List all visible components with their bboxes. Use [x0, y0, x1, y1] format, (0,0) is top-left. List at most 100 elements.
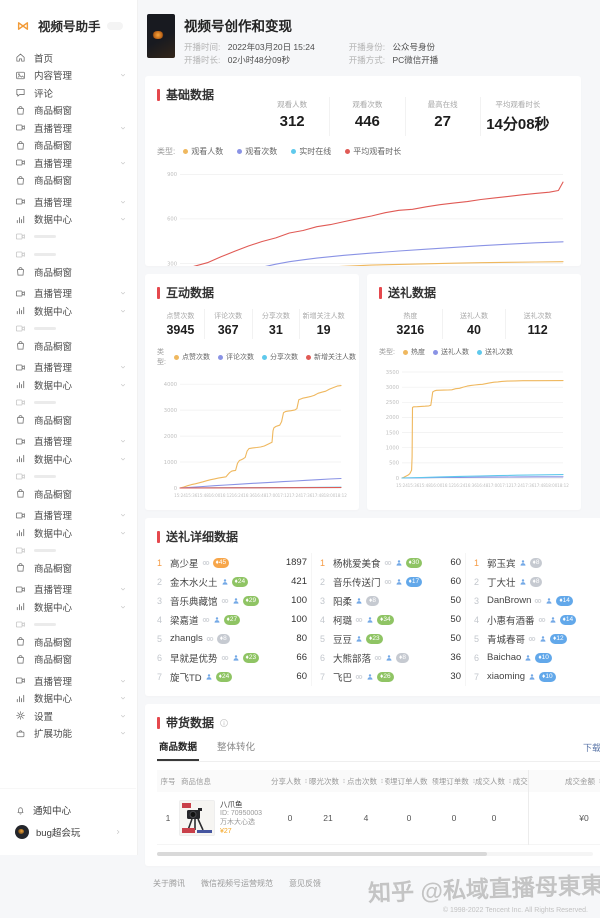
- legend-label: 点赞次数: [181, 354, 210, 361]
- table-header-cell[interactable]: 商品信息: [179, 776, 271, 787]
- sales-tab[interactable]: 整体转化: [217, 742, 256, 753]
- legend-item[interactable]: 热度: [402, 347, 425, 357]
- page-footer: 关于腾讯 微信视频号运营规范 意见反馈 © 1998-2022 Tencent In…: [153, 872, 600, 918]
- sidebar-item[interactable]: [0, 468, 137, 486]
- gifter-name: Baichao: [487, 652, 522, 663]
- channels-icon: [528, 635, 536, 643]
- sidebar-item[interactable]: 直播管理: [0, 672, 137, 690]
- scrollbar-thumb[interactable]: [157, 852, 487, 856]
- table-header-cell[interactable]: 点击次数: [347, 776, 385, 787]
- sidebar-item[interactable]: 直播管理: [0, 433, 137, 451]
- sidebar-item[interactable]: 内容管理: [0, 67, 137, 85]
- sidebar-item[interactable]: 商品橱窗: [0, 411, 137, 429]
- sidebar-item[interactable]: 直播管理: [0, 119, 137, 137]
- table-header-cell[interactable]: 成交人数: [475, 776, 513, 787]
- sidebar-item[interactable]: [0, 542, 137, 560]
- sidebar-item[interactable]: 数据中心: [0, 211, 137, 229]
- download-data-link[interactable]: 下载数据: [582, 742, 600, 753]
- sales-tabs-row: 商品数据 整体转化 下载数据: [157, 739, 600, 762]
- sidebar-item[interactable]: [0, 394, 137, 412]
- nav-icon: [15, 214, 26, 225]
- gifter-name: 青城春哥: [487, 634, 526, 646]
- table-header-cell[interactable]: 分享人数: [271, 776, 309, 787]
- app-logo[interactable]: 视频号助手: [0, 0, 137, 45]
- sidebar-item[interactable]: 直播管理: [0, 581, 137, 599]
- legend-item[interactable]: 送礼次数: [476, 347, 513, 357]
- notification-center[interactable]: 通知中心: [15, 799, 122, 821]
- table-row[interactable]: 1 八爪鱼: [157, 792, 600, 845]
- section-title-text: 互动数据: [166, 286, 215, 300]
- sidebar-item[interactable]: 数据中心: [0, 524, 137, 542]
- sidebar-item[interactable]: 数据中心: [0, 302, 137, 320]
- table-header-cell[interactable]: 预埋订单数: [433, 776, 475, 787]
- rank-number: 5: [157, 633, 163, 644]
- meta-label: 开播时间:: [184, 41, 221, 52]
- svg-text:15:24: 15:24: [396, 483, 408, 488]
- legend-item[interactable]: 送礼人数: [432, 347, 469, 357]
- legend-item[interactable]: 观看次数: [237, 146, 277, 157]
- info-icon[interactable]: [219, 718, 229, 728]
- legend-label: 送礼次数: [484, 349, 513, 356]
- nav-icon: [15, 340, 26, 351]
- title-bar: [379, 286, 382, 299]
- sidebar-item-label: [34, 400, 56, 404]
- sidebar-item[interactable]: 商品橱窗: [0, 337, 137, 355]
- person-icon: [519, 559, 527, 567]
- legend-item[interactable]: 平均观看时长: [345, 146, 401, 157]
- table-header-cell[interactable]: 曝光次数: [309, 776, 347, 787]
- sidebar-item[interactable]: 商品橱窗: [0, 633, 137, 651]
- legend-item[interactable]: 点赞次数: [173, 352, 210, 362]
- sidebar-item[interactable]: 数据中心: [0, 690, 137, 708]
- sidebar-item[interactable]: [0, 246, 137, 264]
- sidebar-item[interactable]: 扩展功能: [0, 725, 137, 743]
- nav-icon: [15, 675, 26, 686]
- legend-item[interactable]: 分享次数: [261, 352, 298, 362]
- stat-value: 31: [268, 323, 283, 337]
- legend-item[interactable]: 新增关注人数: [305, 352, 356, 362]
- sidebar-item-label: 数据中心: [34, 215, 73, 227]
- legend-item[interactable]: 评论次数: [217, 352, 254, 362]
- svg-text:2000: 2000: [386, 415, 399, 421]
- footer-link[interactable]: 意见反馈: [289, 879, 321, 888]
- sidebar-nav: 首页 内容管理 评论 商品橱窗 直播管理 商品橱窗: [0, 45, 137, 742]
- sidebar-item[interactable]: 商品橱窗: [0, 172, 137, 190]
- sidebar-item[interactable]: 商品橱窗: [0, 102, 137, 120]
- sidebar-item[interactable]: 直播管理: [0, 193, 137, 211]
- footer-link[interactable]: 微信视频号运营规范: [201, 879, 273, 888]
- sidebar-item[interactable]: [0, 320, 137, 338]
- legend-item[interactable]: 观看人数: [183, 146, 223, 157]
- section-title-text: 送礼数据: [388, 286, 437, 300]
- svg-text:17:48: 17:48: [534, 483, 546, 488]
- sidebar-item[interactable]: 评论: [0, 84, 137, 102]
- sales-tab[interactable]: 商品数据: [157, 739, 200, 761]
- sidebar-item[interactable]: [0, 228, 137, 246]
- gifter-name: 小惠有酒番: [487, 615, 535, 627]
- sidebar-item[interactable]: 首页: [0, 49, 137, 67]
- sidebar-item[interactable]: 数据中心: [0, 450, 137, 468]
- chevron-down-icon: [119, 289, 127, 297]
- pinned-header[interactable]: 成交金额: [529, 770, 600, 792]
- sidebar-item[interactable]: 直播管理: [0, 507, 137, 525]
- account-row[interactable]: bug超会玩: [15, 821, 122, 843]
- sidebar-item[interactable]: [0, 616, 137, 634]
- sidebar-item[interactable]: 直播管理: [0, 154, 137, 172]
- sidebar-item[interactable]: 设置: [0, 707, 137, 725]
- sidebar-item[interactable]: 商品橱窗: [0, 651, 137, 669]
- sidebar-item[interactable]: 商品橱窗: [0, 137, 137, 155]
- sidebar-item[interactable]: 商品橱窗: [0, 559, 137, 577]
- sidebar-item[interactable]: 数据中心: [0, 376, 137, 394]
- footer-link[interactable]: 关于腾讯: [153, 879, 185, 888]
- gifter-name: 高少星: [170, 558, 199, 570]
- sidebar-item[interactable]: 数据中心: [0, 598, 137, 616]
- level-badge: ♦17: [405, 576, 423, 587]
- sidebar-item[interactable]: 直播管理: [0, 359, 137, 377]
- sidebar-item[interactable]: 商品橱窗: [0, 485, 137, 503]
- legend-item[interactable]: 实时在线: [291, 146, 331, 157]
- sidebar-item[interactable]: 直播管理: [0, 285, 137, 303]
- chevron-down-icon: [119, 529, 127, 537]
- legend-dot: [217, 354, 223, 360]
- sidebar-item[interactable]: 商品橱窗: [0, 263, 137, 281]
- table-header-cell[interactable]: 预埋订单人数: [385, 776, 433, 787]
- table-header-cell[interactable]: 序号: [157, 776, 179, 787]
- level-badge: ♦27: [223, 614, 241, 625]
